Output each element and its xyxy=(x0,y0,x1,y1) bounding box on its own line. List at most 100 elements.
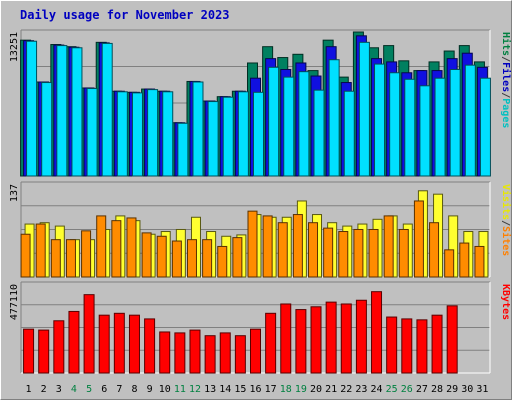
bar-kbytes xyxy=(144,318,156,374)
x-tick-label: 18 xyxy=(280,384,292,395)
legend-label: / xyxy=(500,56,511,62)
bar-kbytes xyxy=(159,331,171,374)
bar-pages xyxy=(328,59,340,177)
bar-pages xyxy=(86,88,98,177)
bar-pages xyxy=(71,47,83,177)
bar-sites xyxy=(232,237,243,278)
bar-sites xyxy=(217,245,228,278)
bar-pages xyxy=(237,91,249,177)
bar-sites xyxy=(308,222,319,278)
bar-kbytes xyxy=(250,328,261,374)
bar-sites xyxy=(126,217,137,278)
bar-pages xyxy=(358,41,370,177)
bar-sites xyxy=(247,210,258,278)
series-legend: KBytes xyxy=(500,284,511,320)
bar-sites xyxy=(474,245,485,278)
bar-sites xyxy=(202,239,213,278)
bar-kbytes xyxy=(371,291,383,374)
bar-kbytes xyxy=(386,316,398,374)
bar-pages xyxy=(298,71,310,177)
x-tick-label: 24 xyxy=(371,384,383,395)
bar-kbytes xyxy=(431,314,443,374)
x-tick-label: 3 xyxy=(56,384,62,395)
x-tick-label: 1 xyxy=(26,384,32,395)
x-tick-label: 27 xyxy=(416,384,428,395)
bar-kbytes xyxy=(265,312,277,374)
legend-label: Hits xyxy=(500,32,512,56)
bar-kbytes xyxy=(234,335,246,374)
legend-label: KBytes xyxy=(500,284,511,320)
bar-kbytes xyxy=(325,301,337,374)
bar-kbytes xyxy=(38,329,50,374)
bar-sites xyxy=(292,214,303,278)
bar-pages xyxy=(268,66,280,177)
bar-sites xyxy=(35,223,46,278)
bar-pages xyxy=(464,64,476,177)
bar-kbytes xyxy=(98,314,110,374)
x-tick-label: 19 xyxy=(295,384,307,395)
x-tick-label: 31 xyxy=(476,384,488,395)
bar-sites xyxy=(368,228,379,278)
x-tick-label: 12 xyxy=(189,384,201,395)
y-max-label: 137 xyxy=(9,184,20,202)
bar-pages xyxy=(389,72,401,177)
bar-pages xyxy=(207,101,219,177)
x-tick-label: 17 xyxy=(265,384,277,395)
x-tick-label: 14 xyxy=(219,384,231,395)
x-tick-label: 2 xyxy=(41,384,47,395)
bar-pages xyxy=(131,92,143,177)
bar-sites xyxy=(398,228,409,278)
bar-sites xyxy=(459,242,470,278)
bar-kbytes xyxy=(23,328,35,374)
bar-pages xyxy=(26,40,38,177)
bar-kbytes xyxy=(189,329,201,374)
bar-kbytes xyxy=(401,318,413,374)
bar-sites xyxy=(111,220,122,278)
bar-pages xyxy=(41,82,53,177)
bar-pages xyxy=(116,91,128,177)
bar-pages xyxy=(343,90,355,177)
x-tick-label: 16 xyxy=(249,384,261,395)
x-tick-label: 20 xyxy=(310,384,322,395)
bar-kbytes xyxy=(416,319,428,374)
bar-pages xyxy=(177,122,189,177)
y-max-label: 477110 xyxy=(9,284,20,320)
x-tick-label: 30 xyxy=(461,384,473,395)
bar-sites xyxy=(50,239,61,278)
legend-label: Visits xyxy=(500,184,512,220)
x-tick-label: 8 xyxy=(131,384,137,395)
x-tick-label: 22 xyxy=(340,384,352,395)
x-tick-label: 21 xyxy=(325,384,337,395)
bar-kbytes xyxy=(204,335,216,374)
y-max-label: 13251 xyxy=(9,32,20,62)
bar-kbytes xyxy=(53,320,65,374)
bar-pages xyxy=(419,85,431,177)
bar-sites xyxy=(96,215,107,278)
bar-kbytes xyxy=(280,303,292,374)
bar-pages xyxy=(434,77,446,177)
bar-sites xyxy=(413,200,424,278)
bar-sites xyxy=(383,215,394,278)
x-tick-label: 28 xyxy=(431,384,443,395)
bar-kbytes xyxy=(310,306,322,374)
x-tick-label: 10 xyxy=(159,384,171,395)
bar-sites xyxy=(156,235,167,278)
bar-pages xyxy=(222,96,234,177)
bar-pages xyxy=(101,42,113,177)
x-tick-label: 29 xyxy=(446,384,458,395)
bar-sites xyxy=(262,215,273,278)
bar-sites xyxy=(171,240,182,278)
bar-pages xyxy=(192,81,204,177)
bar-kbytes xyxy=(68,310,80,374)
bar-sites xyxy=(65,239,76,278)
x-tick-label: 6 xyxy=(101,384,107,395)
bar-sites xyxy=(277,222,288,278)
bar-sites xyxy=(429,222,440,278)
bar-kbytes xyxy=(446,305,458,374)
x-tick-label: 26 xyxy=(401,384,413,395)
bar-pages xyxy=(56,45,68,177)
bar-pages xyxy=(253,91,264,177)
x-tick-label: 5 xyxy=(86,384,92,395)
bar-sites xyxy=(323,227,334,278)
